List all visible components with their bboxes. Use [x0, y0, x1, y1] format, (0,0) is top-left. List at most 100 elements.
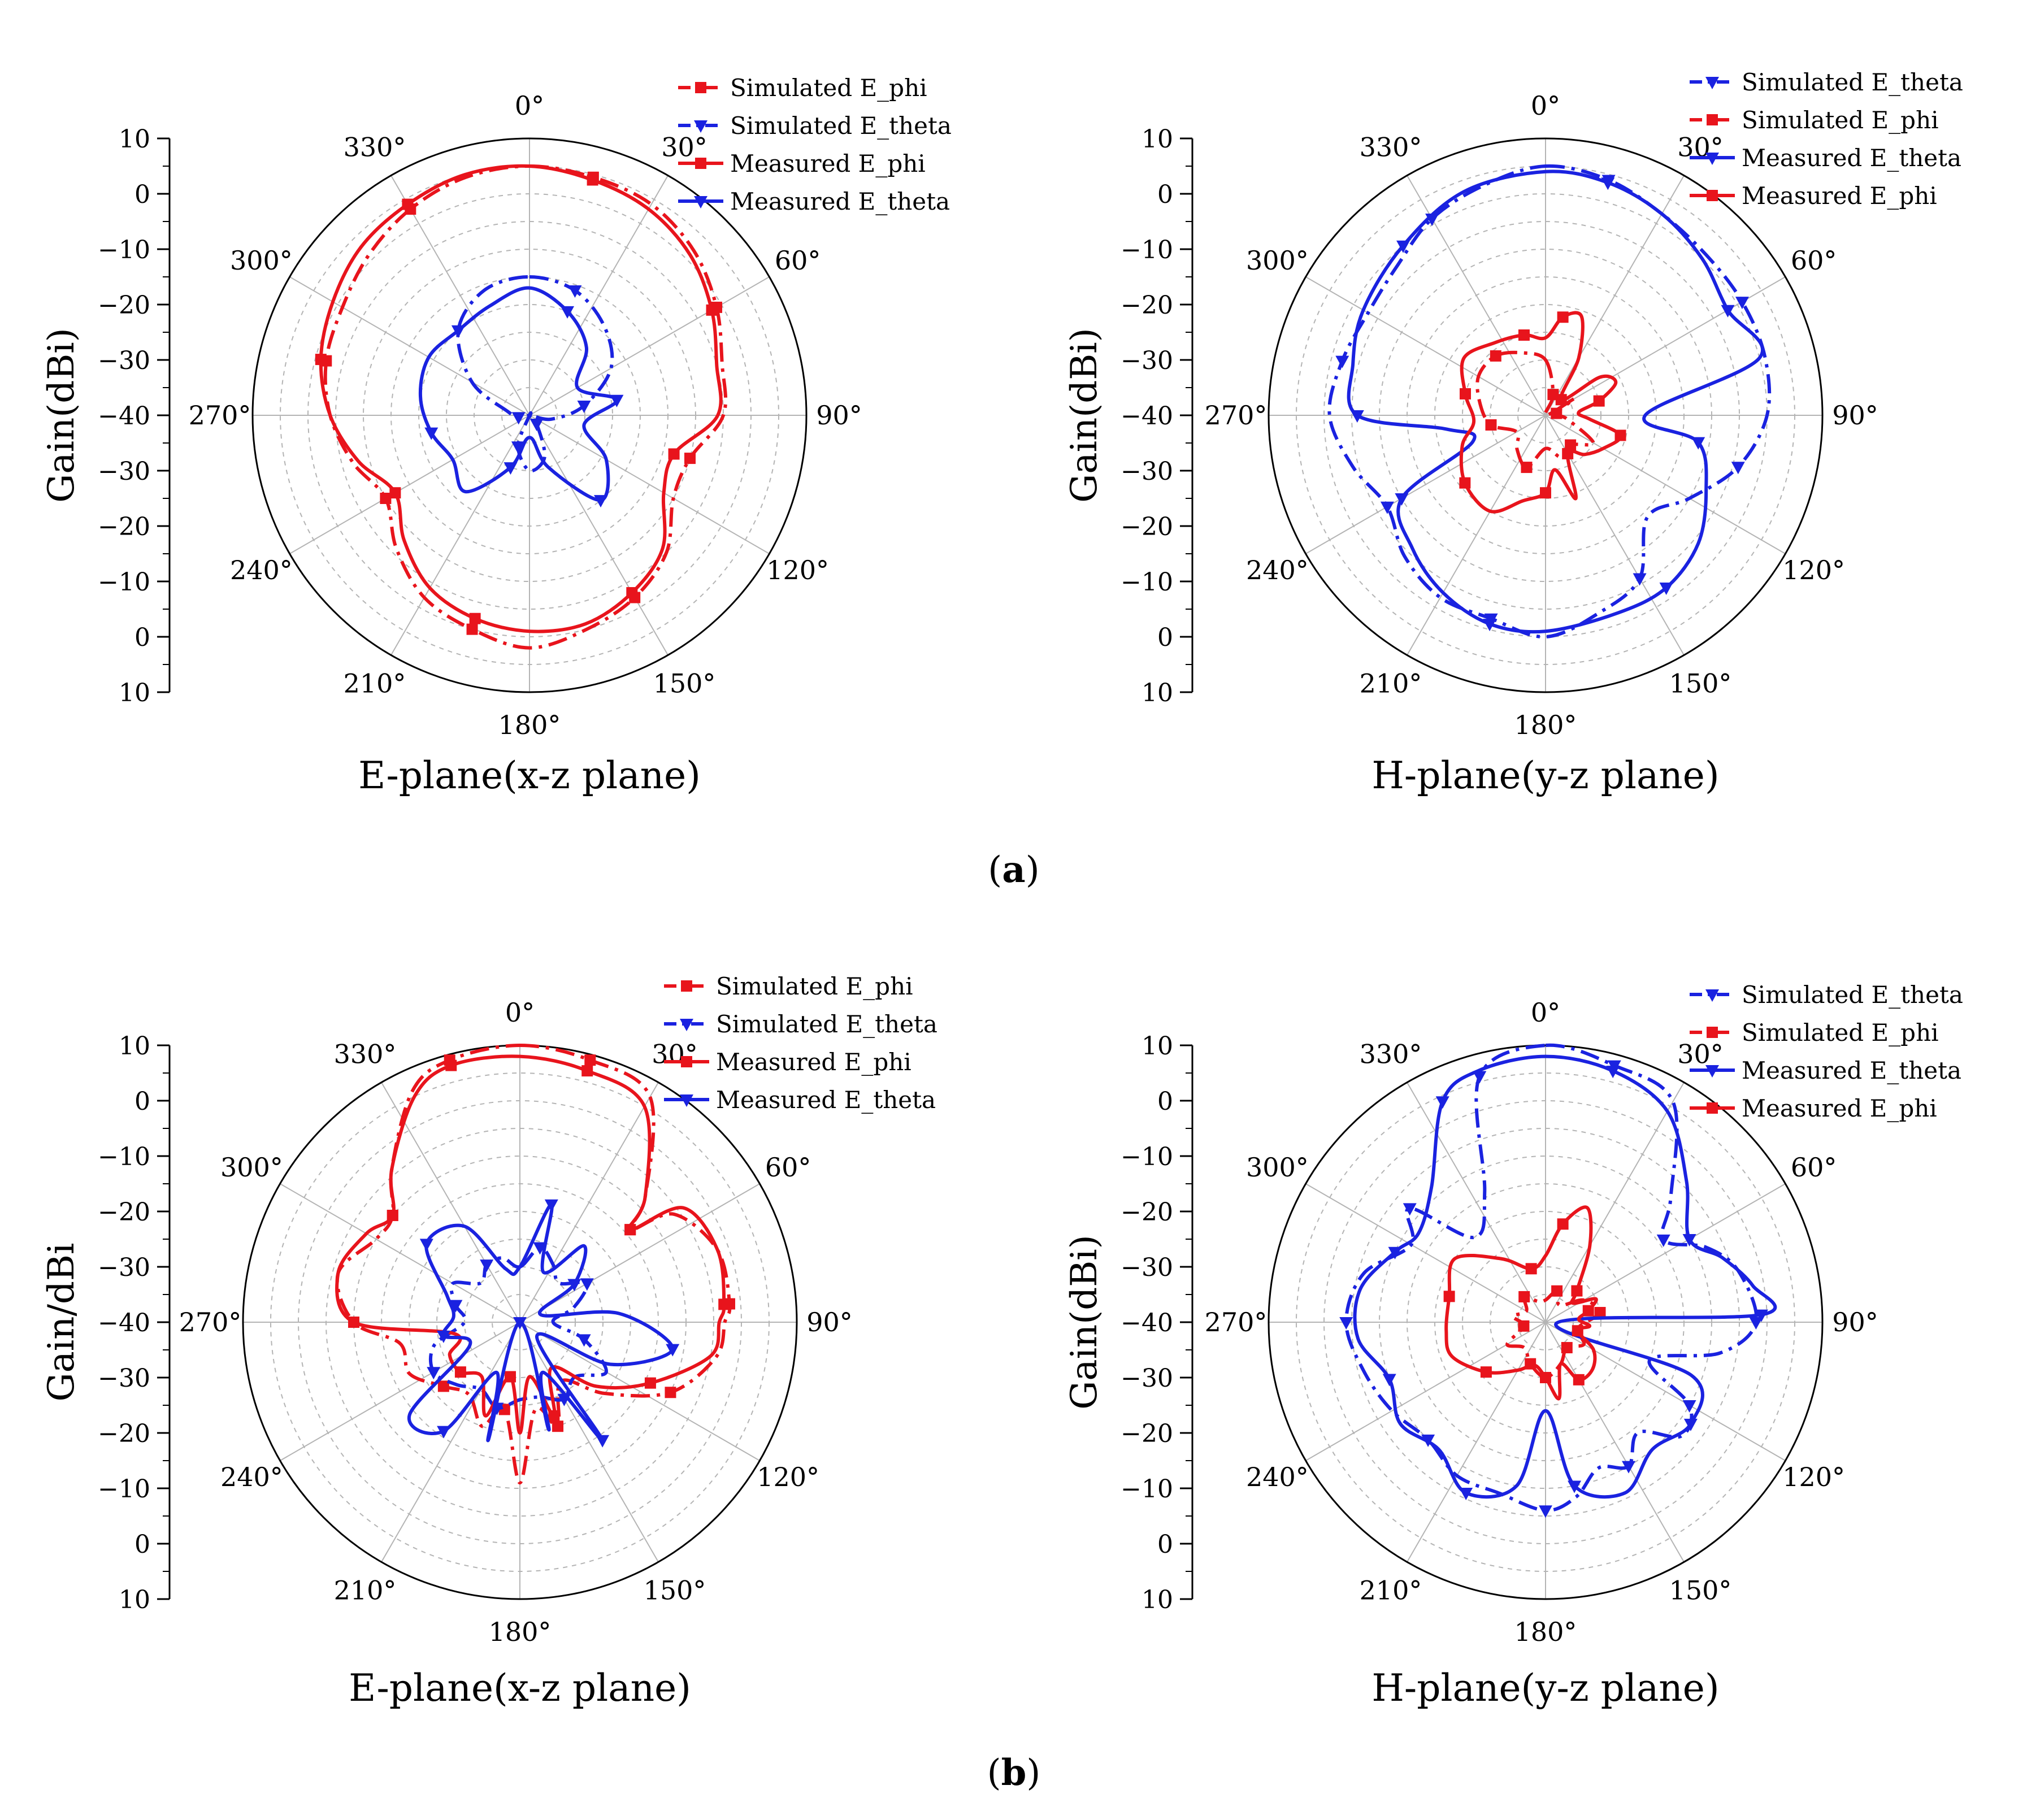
legend-marker: [695, 158, 706, 169]
data-point: [577, 1334, 591, 1347]
grid-spoke: [519, 1322, 659, 1562]
radial-tick-label: −20: [98, 1419, 150, 1448]
data-point: [1721, 305, 1735, 318]
polar-outer-ring: [251, 137, 808, 693]
data-point: [1754, 1309, 1768, 1322]
legend: Simulated E_phi Simulated E_theta Measured…: [664, 972, 937, 1114]
data-point: [1656, 1234, 1670, 1247]
angle-label: 60°: [1791, 1152, 1837, 1183]
data-point: [1350, 410, 1364, 423]
caption-b-close: ): [1026, 1752, 1041, 1794]
radial-tick-label: 0: [1157, 1087, 1173, 1116]
chart-4: 0° 30° 60° 90° 120° 150° 180° 210° 240° 270° 300° 3…: [1064, 981, 1963, 1710]
radial-tick-label: −10: [98, 568, 150, 597]
data-point: [1443, 1291, 1455, 1302]
data-point: [587, 174, 598, 186]
data-point: [1539, 1505, 1552, 1518]
polar-outer-ring: [1268, 137, 1824, 693]
data-point: [437, 1426, 451, 1439]
data-point: [513, 1317, 527, 1330]
data-point: [529, 419, 544, 432]
legend-label: Simulated E_theta: [716, 1010, 937, 1038]
series-measured-e-theta: [1353, 1054, 1777, 1500]
data-point: [1557, 311, 1569, 323]
data-point: [1335, 355, 1349, 368]
angle-label: 120°: [1782, 555, 1845, 585]
data-point: [315, 354, 327, 366]
data-point: [1659, 583, 1673, 596]
chart-title: H-plane(y-z plane): [1371, 1666, 1719, 1710]
angle-label: 330°: [334, 1039, 397, 1069]
data-point: [718, 1298, 730, 1310]
legend-label: Simulated E_phi: [716, 972, 913, 1000]
data-point: [1571, 1285, 1583, 1297]
data-point: [480, 1259, 494, 1272]
radial-tick-label: −20: [1121, 291, 1173, 320]
legend-marker: [1705, 77, 1719, 89]
radial-tick-label: 10: [119, 1032, 150, 1061]
radial-tick-label: −30: [1121, 346, 1173, 375]
angle-label: 180°: [489, 1617, 552, 1647]
series-line: [323, 164, 728, 650]
caption-a: (a): [957, 849, 1070, 891]
data-point: [577, 400, 591, 413]
angle-label: 270°: [189, 400, 251, 431]
radial-tick-label: 10: [1141, 1586, 1173, 1614]
radial-tick-label: −40: [98, 402, 150, 431]
legend: Simulated E_phi Simulated E_theta Measured…: [678, 74, 952, 215]
angle-label: 90°: [816, 400, 862, 431]
chart-title: H-plane(y-z plane): [1371, 754, 1719, 797]
legend-marker: [1707, 114, 1718, 125]
data-point: [552, 1421, 564, 1432]
data-point: [624, 1224, 636, 1236]
radial-tick-label: 0: [134, 623, 150, 652]
angle-label: 30°: [1677, 1039, 1724, 1069]
data-point: [1557, 1218, 1569, 1230]
grid-spoke: [529, 276, 770, 416]
caption-b-letter: b: [1001, 1752, 1027, 1794]
data-point: [504, 1371, 516, 1383]
data-point: [1490, 350, 1501, 362]
radial-tick-label: 10: [1141, 1032, 1173, 1061]
data-point: [1396, 240, 1410, 253]
data-point: [1339, 1317, 1353, 1330]
data-point: [1435, 1096, 1449, 1109]
data-point: [1561, 1342, 1573, 1354]
data-point: [548, 1410, 560, 1422]
data-point: [684, 453, 696, 464]
caption-a-open: (: [988, 849, 1002, 891]
data-point: [1562, 448, 1574, 459]
grid-spoke: [519, 1183, 760, 1323]
data-point: [1525, 1263, 1537, 1275]
data-point: [1555, 394, 1567, 406]
data-point: [1395, 493, 1409, 506]
series-line: [1347, 170, 1765, 634]
grid-spoke: [1305, 1322, 1546, 1461]
chart-2: 0°30°60°90°120°150°180°210°240°270°300°3…: [1064, 68, 1963, 797]
data-point: [1551, 1285, 1563, 1297]
angle-label: 330°: [344, 132, 406, 162]
data-point: [567, 1279, 581, 1292]
data-point: [1382, 1374, 1396, 1387]
data-point: [511, 441, 525, 454]
data-point: [1565, 439, 1577, 451]
angle-label: 60°: [775, 245, 821, 276]
legend-label: Measured E_theta: [716, 1086, 936, 1114]
angle-label: 60°: [1791, 245, 1837, 276]
series-line: [335, 1054, 726, 1435]
grid-spoke: [1545, 1322, 1786, 1461]
data-point: [1622, 1461, 1635, 1474]
data-point: [1459, 477, 1471, 489]
angle-label: 150°: [1669, 668, 1732, 699]
data-point: [436, 1330, 450, 1343]
angle-label: 0°: [515, 90, 544, 121]
radial-tick-label: −40: [98, 1309, 150, 1337]
angle-label: 120°: [1782, 1462, 1845, 1492]
caption-a-letter: a: [1002, 849, 1026, 891]
chart-1: 0° 30° 60° 90° 120° 150° 180° 210° 240° 270° 300° 3…: [41, 74, 952, 797]
angle-label: 240°: [230, 555, 293, 585]
data-point: [469, 613, 481, 624]
radial-tick-label: −20: [1121, 512, 1173, 541]
grid-spoke: [390, 175, 530, 416]
